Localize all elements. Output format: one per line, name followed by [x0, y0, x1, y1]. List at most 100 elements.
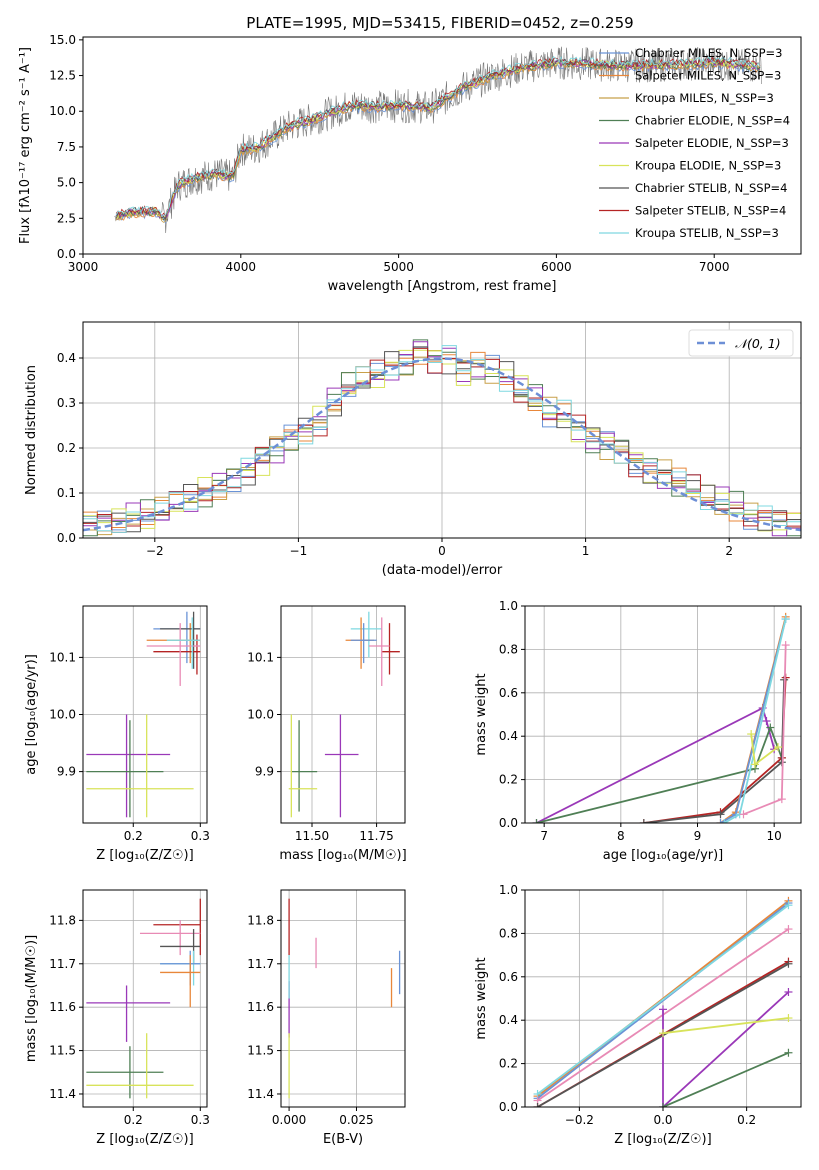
- legend: Chabrier MILES, N_SSP=3 Salpeter MILES, N…: [599, 46, 790, 240]
- x-tick-label: 11.50: [295, 829, 329, 843]
- y-axis-label: age [log₁₀(age/yr)]: [24, 654, 39, 775]
- legend-entry: Kroupa STELIB, N_SSP=3: [635, 226, 779, 240]
- legend-entry: Salpeter STELIB, N_SSP=4: [635, 204, 786, 218]
- y-tick-label: 11.5: [49, 1044, 76, 1058]
- plot-area: [114, 46, 762, 234]
- plot-area: [86, 898, 201, 1099]
- histogram-salpeter-stelib: [83, 347, 801, 533]
- plot-area: [288, 611, 400, 818]
- x-tick-label: 2: [725, 544, 733, 558]
- y-tick-label: 0.8: [499, 926, 518, 940]
- legend-entry: Chabrier MILES, N_SSP=3: [635, 46, 782, 60]
- weight-line: [662, 991, 790, 1107]
- x-tick-label: 0: [438, 544, 446, 558]
- y-tick-label: 1.0: [499, 599, 518, 613]
- y-tick-label: 11.8: [49, 913, 76, 927]
- legend-entry: Chabrier STELIB, N_SSP=4: [635, 181, 787, 195]
- y-axis-label: mass [log₁₀(M/M☉)]: [24, 935, 39, 1062]
- x-tick-label: 1: [582, 544, 590, 558]
- legend-entry: 𝒩(0, 1): [735, 336, 781, 351]
- x-axis-label: Z [log₁₀(Z/Z☉)]: [96, 848, 193, 863]
- histogram-kroupa-stelib: [83, 345, 801, 533]
- weight-line: [662, 1051, 789, 1107]
- y-tick-label: 0.4: [57, 351, 76, 365]
- x-tick-label: 3000: [68, 260, 99, 274]
- x-axis-label: (data-model)/error: [382, 563, 503, 578]
- y-tick-label: 15.0: [49, 33, 76, 47]
- x-tick-label: 0.3: [191, 1113, 210, 1127]
- x-tick-label: 10: [767, 829, 782, 843]
- y-tick-label: 11.8: [247, 913, 274, 927]
- panel-age-vs-z: 0.2 0.3 9.9 10.0 10.1 Z [log₁₀(Z/Z☉)] age [log…: [24, 605, 210, 863]
- legend: 𝒩(0, 1): [688, 329, 794, 357]
- x-tick-label: 0.2: [124, 1113, 143, 1127]
- axes-frame: [82, 889, 208, 1108]
- weight-line: [536, 724, 783, 823]
- model-kroupa-stelib: [115, 55, 761, 218]
- panel-weight-vs-age: 7 8 9 10 0.0 0.2 0.4 0.6 0.8 1.0 age [log₁₀(age/yr…: [474, 599, 802, 863]
- x-axis-label: Z [log₁₀(Z/Z☉)]: [614, 1132, 711, 1147]
- x-tick-label: 0.2: [737, 1113, 756, 1127]
- y-tick-label: 10.1: [49, 650, 76, 664]
- y-tick-label: 0.3: [57, 396, 76, 410]
- plot-area: [533, 896, 793, 1107]
- y-tick-label: 9.9: [57, 765, 76, 779]
- y-tick-label: 0.2: [499, 773, 518, 787]
- x-tick-label: 9: [694, 829, 702, 843]
- legend-entry: Chabrier ELODIE, N_SSP=4: [635, 114, 790, 128]
- y-tick-label: 0.4: [499, 1013, 518, 1027]
- x-tick-label: 0.000: [272, 1113, 306, 1127]
- y-axis-label: Flux [fλ10⁻¹⁷ erg cm⁻² s⁻¹ A⁻¹]: [18, 47, 33, 244]
- weight-line: [536, 706, 776, 823]
- y-tick-label: 0.0: [499, 1100, 518, 1114]
- x-tick-label: −0.2: [565, 1113, 594, 1127]
- x-tick-label: 0.0: [653, 1113, 672, 1127]
- panel-residual-histogram: 𝒩(0, 1) −2 −1 0 1 2 0.0 0.1 0.2 0.3 0.4 (data-model…: [24, 321, 802, 578]
- plot-area: [83, 339, 801, 537]
- y-axis-label: mass weight: [474, 957, 489, 1039]
- weight-line: [662, 1017, 789, 1035]
- y-tick-label: 0.4: [499, 729, 518, 743]
- y-tick-label: 10.0: [49, 104, 76, 118]
- y-tick-label: 0.0: [499, 816, 518, 830]
- axes-frame: [524, 605, 802, 824]
- y-tick-label: 11.4: [247, 1087, 274, 1101]
- y-tick-label: 0.2: [57, 441, 76, 455]
- x-tick-label: −2: [146, 544, 164, 558]
- x-tick-label: 7000: [699, 260, 730, 274]
- y-tick-label: 10.1: [247, 650, 274, 664]
- y-axis-label: Normed distribution: [24, 365, 39, 495]
- y-tick-label: 0.1: [57, 486, 76, 500]
- x-tick-label: 0.025: [339, 1113, 373, 1127]
- weight-line: [643, 679, 785, 823]
- y-tick-label: 12.5: [49, 69, 76, 83]
- x-tick-label: 6000: [541, 260, 572, 274]
- y-tick-label: 7.5: [57, 140, 76, 154]
- y-tick-label: 2.5: [57, 211, 76, 225]
- y-tick-label: 0.6: [499, 970, 518, 984]
- x-tick-label: 0.2: [124, 829, 143, 843]
- x-tick-label: −1: [290, 544, 308, 558]
- weight-line: [719, 616, 787, 823]
- legend-entry: Salpeter ELODIE, N_SSP=3: [635, 136, 789, 150]
- y-tick-label: 1.0: [499, 883, 518, 897]
- legend-box: [688, 329, 794, 357]
- x-tick-label: 8: [617, 829, 625, 843]
- legend-entry: Salpeter MILES, N_SSP=3: [635, 69, 781, 83]
- y-tick-label: 0.0: [57, 247, 76, 261]
- legend-entry: Kroupa MILES, N_SSP=3: [635, 91, 774, 105]
- plot-area: [86, 611, 201, 818]
- normal-curve: [83, 357, 801, 532]
- y-tick-label: 11.6: [247, 1000, 274, 1014]
- y-tick-label: 11.7: [247, 957, 274, 971]
- x-tick-label: 0.3: [191, 829, 210, 843]
- axes-frame: [82, 36, 802, 255]
- y-tick-label: 0.6: [499, 686, 518, 700]
- model-salpeter-stelib: [115, 56, 761, 218]
- plot-area: [532, 612, 790, 823]
- y-tick-label: 0.0: [57, 531, 76, 545]
- x-tick-label: 7: [540, 829, 548, 843]
- x-axis-label: wavelength [Angstrom, rest frame]: [328, 279, 557, 294]
- x-tick-label: 5000: [383, 260, 414, 274]
